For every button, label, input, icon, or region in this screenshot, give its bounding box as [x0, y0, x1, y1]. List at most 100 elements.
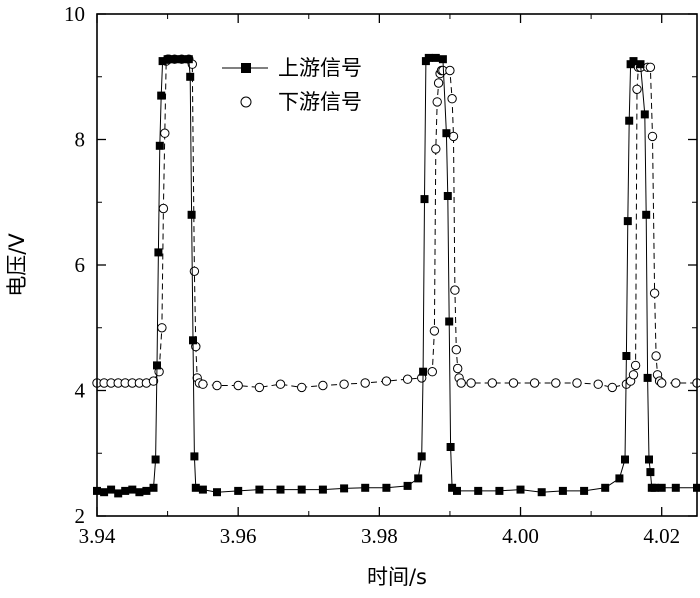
upstream-point	[361, 483, 370, 492]
downstream-point	[572, 378, 582, 388]
y-tick-label: 8	[75, 128, 86, 152]
upstream-point	[601, 483, 610, 492]
upstream-point	[438, 55, 447, 64]
downstream-point	[189, 266, 200, 276]
legend: 上游信号 下游信号	[222, 56, 362, 114]
upstream-point	[121, 486, 130, 495]
upstream-point	[442, 129, 451, 138]
downstream-point	[339, 379, 349, 389]
downstream-point	[466, 378, 476, 388]
upstream-point	[495, 486, 504, 495]
downstream-point	[212, 380, 222, 391]
upstream-point	[297, 485, 306, 494]
upstream-point	[255, 485, 264, 494]
downstream-point	[645, 62, 656, 73]
series-layer	[92, 53, 700, 498]
upstream-point	[580, 486, 589, 495]
upstream-point	[558, 486, 567, 495]
downstream-point	[529, 378, 540, 388]
plot-background	[97, 14, 697, 516]
downstream-point	[429, 326, 440, 336]
upstream-point	[643, 373, 652, 382]
upstream-point	[158, 57, 167, 66]
upstream-point	[642, 210, 651, 219]
upstream-point	[190, 452, 199, 461]
plot-area	[97, 14, 697, 516]
downstream-point	[275, 379, 286, 389]
downstream-point	[158, 203, 169, 214]
downstream-point	[456, 378, 466, 388]
upstream-point	[446, 443, 455, 451]
downstream-point	[487, 378, 497, 388]
upstream-point	[420, 195, 429, 204]
downstream-point	[647, 131, 658, 142]
upstream-point	[135, 488, 144, 497]
upstream-point	[170, 55, 179, 64]
upstream-point	[671, 483, 680, 492]
upstream-point	[155, 141, 164, 150]
upstream-point	[419, 367, 428, 376]
legend-label-upstream: 上游信号	[278, 56, 362, 80]
downstream-point	[657, 378, 667, 388]
upstream-point	[114, 489, 123, 498]
upstream-point	[623, 217, 632, 226]
downstream-point	[628, 370, 639, 380]
downstream-point	[671, 378, 681, 388]
downstream-point	[381, 376, 392, 386]
upstream-point	[107, 485, 116, 494]
x-tick-label: 3.94	[79, 524, 116, 548]
upstream-point	[645, 455, 653, 464]
downstream-point	[148, 376, 159, 386]
downstream-point	[402, 374, 413, 384]
upstream-point	[443, 192, 452, 200]
y-axis-title: 电压/V	[5, 233, 29, 297]
series-line-upstream	[96, 57, 697, 494]
downstream-point	[551, 378, 561, 388]
downstream-point	[448, 131, 459, 142]
upstream-point	[646, 468, 655, 477]
y-tick-label: 10	[64, 2, 85, 26]
x-tick-label: 4.00	[502, 524, 539, 548]
upstream-point	[417, 452, 426, 461]
downstream-point	[233, 380, 243, 391]
upstream-point	[177, 55, 186, 64]
upstream-point	[516, 485, 525, 494]
upstream-point	[445, 317, 454, 326]
upstream-point	[186, 72, 195, 81]
upstream-point	[414, 474, 423, 483]
upstream-point	[629, 57, 638, 66]
upstream-point	[453, 486, 461, 495]
upstream-point	[163, 55, 172, 64]
upstream-point	[448, 483, 457, 492]
downstream-point	[198, 379, 208, 389]
upstream-point	[154, 248, 163, 257]
legend-label-downstream: 下游信号	[278, 90, 362, 114]
upstream-point	[657, 483, 666, 492]
upstream-point	[318, 485, 327, 494]
upstream-point	[128, 485, 137, 494]
upstream-point	[650, 483, 659, 492]
y-tick-label: 6	[75, 253, 86, 277]
downstream-point	[607, 382, 617, 393]
legend-swatch-circle-downstream	[240, 96, 252, 108]
downstream-point	[157, 323, 167, 333]
upstream-point	[424, 53, 433, 62]
downstream-point	[593, 379, 603, 389]
axes-layer: 3.94 3.96 3.98 4.00 4.02 2 4 6 8 10	[64, 2, 698, 548]
upstream-point	[625, 116, 634, 125]
upstream-point	[615, 474, 624, 483]
downstream-point	[297, 382, 307, 393]
upstream-point	[142, 486, 151, 495]
downstream-point	[450, 285, 460, 295]
upstream-point	[149, 483, 158, 492]
upstream-point	[157, 91, 166, 100]
upstream-point	[276, 485, 285, 494]
x-tick-label: 3.96	[220, 524, 257, 548]
upstream-point	[622, 352, 631, 360]
upstream-point	[100, 488, 109, 497]
upstream-point	[621, 455, 629, 464]
downstream-point	[433, 78, 444, 88]
downstream-point	[427, 367, 437, 377]
downstream-point	[649, 288, 660, 298]
series-line-downstream	[97, 58, 697, 388]
